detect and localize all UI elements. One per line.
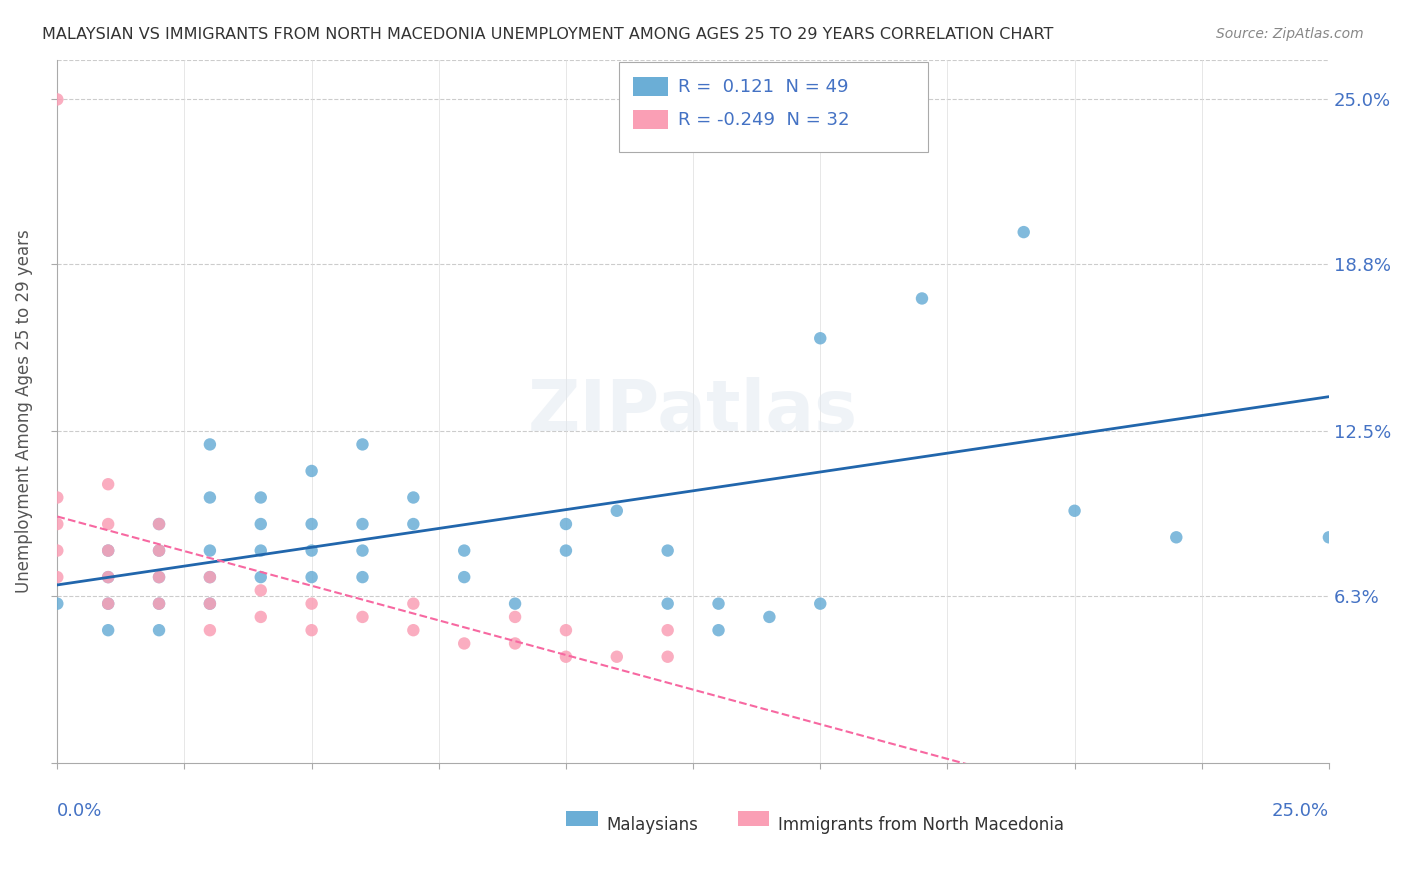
- Point: [198, 597, 221, 611]
- Point: [301, 570, 323, 584]
- Point: [97, 597, 120, 611]
- Point: [555, 623, 578, 637]
- Text: 25.0%: 25.0%: [1272, 802, 1329, 820]
- Point: [1063, 504, 1085, 518]
- Point: [46, 543, 69, 558]
- Point: [555, 649, 578, 664]
- Point: [249, 543, 271, 558]
- Point: [707, 597, 730, 611]
- Text: 0.0%: 0.0%: [58, 802, 103, 820]
- Point: [148, 516, 170, 531]
- Point: [301, 623, 323, 637]
- Point: [1166, 530, 1188, 544]
- Point: [46, 491, 69, 505]
- Point: [249, 516, 271, 531]
- Point: [198, 623, 221, 637]
- Point: [148, 543, 170, 558]
- Point: [352, 610, 374, 624]
- Point: [1012, 225, 1035, 239]
- Point: [555, 543, 578, 558]
- FancyBboxPatch shape: [738, 811, 769, 826]
- Point: [148, 570, 170, 584]
- Point: [352, 543, 374, 558]
- Text: MALAYSIAN VS IMMIGRANTS FROM NORTH MACEDONIA UNEMPLOYMENT AMONG AGES 25 TO 29 YE: MALAYSIAN VS IMMIGRANTS FROM NORTH MACED…: [42, 27, 1053, 42]
- Point: [555, 516, 578, 531]
- Point: [198, 570, 221, 584]
- Point: [402, 597, 425, 611]
- Point: [97, 477, 120, 491]
- Point: [606, 649, 628, 664]
- Point: [453, 636, 475, 650]
- Point: [198, 543, 221, 558]
- Point: [249, 570, 271, 584]
- Point: [46, 92, 69, 106]
- Point: [46, 597, 69, 611]
- Point: [352, 437, 374, 451]
- Point: [46, 570, 69, 584]
- Point: [148, 570, 170, 584]
- Point: [606, 504, 628, 518]
- Point: [657, 623, 679, 637]
- Point: [97, 570, 120, 584]
- Point: [453, 570, 475, 584]
- Point: [503, 597, 526, 611]
- Point: [911, 292, 934, 306]
- Point: [198, 597, 221, 611]
- FancyBboxPatch shape: [567, 811, 598, 826]
- Point: [148, 543, 170, 558]
- Point: [808, 597, 831, 611]
- Point: [808, 331, 831, 345]
- Point: [1317, 530, 1340, 544]
- Point: [249, 610, 271, 624]
- Point: [301, 464, 323, 478]
- Point: [503, 636, 526, 650]
- Text: R = -0.249  N = 32: R = -0.249 N = 32: [678, 112, 849, 129]
- Point: [97, 516, 120, 531]
- Point: [402, 623, 425, 637]
- Point: [97, 623, 120, 637]
- Point: [657, 543, 679, 558]
- Point: [198, 437, 221, 451]
- Point: [249, 583, 271, 598]
- Y-axis label: Unemployment Among Ages 25 to 29 years: Unemployment Among Ages 25 to 29 years: [15, 229, 32, 593]
- Text: Immigrants from North Macedonia: Immigrants from North Macedonia: [779, 815, 1064, 834]
- Point: [402, 491, 425, 505]
- Point: [148, 597, 170, 611]
- Point: [352, 516, 374, 531]
- Point: [198, 491, 221, 505]
- Point: [249, 491, 271, 505]
- Text: Malaysians: Malaysians: [606, 815, 699, 834]
- Point: [46, 516, 69, 531]
- Text: R =  0.121  N = 49: R = 0.121 N = 49: [678, 78, 848, 96]
- Point: [453, 543, 475, 558]
- Point: [97, 597, 120, 611]
- Point: [97, 543, 120, 558]
- Point: [301, 597, 323, 611]
- Point: [352, 570, 374, 584]
- Point: [148, 623, 170, 637]
- Point: [148, 516, 170, 531]
- Text: Source: ZipAtlas.com: Source: ZipAtlas.com: [1216, 27, 1364, 41]
- Point: [97, 570, 120, 584]
- Point: [707, 623, 730, 637]
- Point: [301, 516, 323, 531]
- Point: [97, 543, 120, 558]
- Point: [657, 649, 679, 664]
- Text: ZIPatlas: ZIPatlas: [529, 376, 858, 446]
- Point: [148, 597, 170, 611]
- Point: [301, 543, 323, 558]
- Point: [402, 516, 425, 531]
- Point: [503, 610, 526, 624]
- Point: [657, 597, 679, 611]
- Point: [198, 570, 221, 584]
- Point: [758, 610, 780, 624]
